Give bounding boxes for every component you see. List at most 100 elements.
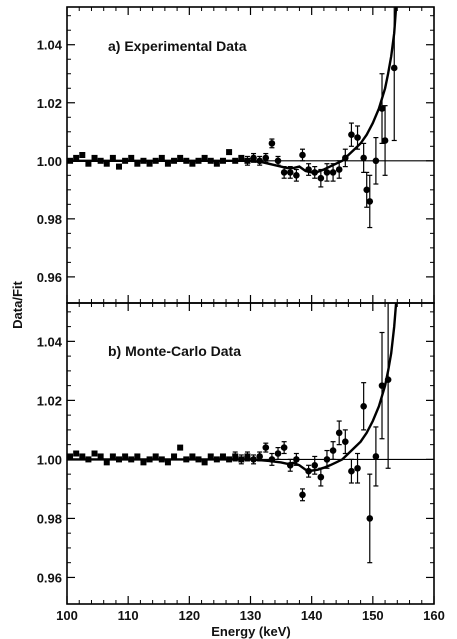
panel-a-data-point <box>390 64 398 72</box>
panel-b-data-point <box>250 456 257 463</box>
panel-a-data-point <box>323 169 331 176</box>
panel-a-data-point <box>177 154 184 161</box>
x-tick-label: 100 <box>56 608 78 623</box>
panel-b-data-point <box>171 453 178 460</box>
y-axis-title: Data/Fit <box>10 280 25 328</box>
panel-b-data-point <box>299 491 306 499</box>
panel-b-data-point <box>177 444 184 451</box>
panel-b-data-point <box>79 453 86 460</box>
panel-a-data-point <box>372 157 380 165</box>
panel-a-fit-curve <box>67 7 398 174</box>
panel-b-data-point <box>323 456 331 463</box>
panel-a-data-point <box>335 166 343 173</box>
panel-a-data-point <box>317 174 325 182</box>
panel-b-data-point <box>115 456 122 463</box>
panel-a-data-point <box>189 160 196 167</box>
panel-b-data-point <box>97 453 104 460</box>
panel-b-data-point <box>360 402 367 410</box>
panel-b-data-point <box>317 473 325 481</box>
panel-a-data-point <box>207 157 214 164</box>
panel-b-data-point <box>109 453 116 460</box>
panel-a-data-point <box>115 163 122 170</box>
panel-a-data-point <box>85 160 92 167</box>
x-tick-label: 120 <box>178 608 200 623</box>
panel-b-data-point <box>268 456 276 463</box>
panel-b-data-point <box>280 444 288 451</box>
panel-a-data-point <box>97 157 104 164</box>
panel-b-data-point <box>305 467 312 475</box>
panel-b-y-tick-label: 1.02 <box>37 393 62 408</box>
panel-b-data <box>67 303 434 564</box>
panel-a-data-point <box>311 169 319 176</box>
panel-b-data-point <box>384 376 392 384</box>
panel-a-data-point <box>286 169 294 176</box>
panel-b-data-point <box>164 459 171 466</box>
panel-a-y-tick-label: 1.04 <box>37 38 63 53</box>
panel-a-data-point <box>109 154 116 161</box>
panel-b-data-point <box>158 456 165 463</box>
panel-b-data-point <box>329 447 337 454</box>
panel-b-data-point <box>152 453 159 460</box>
panel-a: 0.96 0.98 1.00 1.02 1.04 <box>37 6 435 304</box>
panel-a-data-point <box>250 154 257 162</box>
panel-a-data-point <box>232 157 239 164</box>
panel-b-data-point <box>335 429 343 437</box>
panel-b-fit-curve <box>67 303 398 472</box>
panel-a-data-point <box>354 134 361 141</box>
panel-a-data-point <box>299 151 306 159</box>
panel-a-title: a) Experimental Data <box>108 38 247 54</box>
panel-a-data <box>67 7 434 229</box>
panel-b-data-point <box>286 462 294 469</box>
panel-a-data-point <box>140 157 147 164</box>
panel-a-data-point <box>128 154 135 161</box>
panel-b-data-point <box>134 453 141 460</box>
panel-b: 0.96 0.98 1.00 1.02 1.04 100 110 120 130 140 150 16… <box>37 302 445 623</box>
panel-b-title: b) Monte-Carlo Data <box>108 343 241 359</box>
panel-a-data-point <box>103 160 110 167</box>
panel-b-data-point <box>262 444 270 451</box>
panel-a-y-tick-label: 1.02 <box>37 96 62 111</box>
panel-b-data-point <box>219 453 226 460</box>
panel-b-data-point <box>293 456 300 463</box>
panel-a-data-point <box>360 154 367 162</box>
panel-a-data-point <box>73 154 80 161</box>
panel-a-data-point <box>226 149 233 156</box>
panel-a-data-point <box>342 154 349 162</box>
panel-a-data-point <box>378 105 386 112</box>
panel-a-data-point <box>256 157 263 165</box>
panel-b-data-point <box>140 459 147 466</box>
panel-a-data-point <box>201 154 208 161</box>
panel-a-data-point <box>213 160 220 167</box>
x-tick-label: 130 <box>240 608 262 623</box>
panel-a-data-point <box>219 157 226 164</box>
panel-b-data-point <box>103 459 110 466</box>
x-axis-title: Energy (keV) <box>211 624 290 639</box>
panel-b-data-point <box>232 453 239 460</box>
panel-a-data-point <box>134 160 141 167</box>
panel-b-data-point <box>348 467 355 475</box>
panel-a-data-point <box>122 157 129 164</box>
panel-b-data-point <box>274 450 282 457</box>
panel-a-data-point <box>195 157 202 164</box>
x-tick-label: 110 <box>118 608 139 623</box>
panel-a-data-point <box>305 166 312 173</box>
panel-a-data-point <box>158 154 165 161</box>
panel-b-data-point <box>207 453 214 460</box>
panel-a-data-point <box>280 169 288 176</box>
panel-a-data-point <box>152 157 159 164</box>
panel-a-data-point <box>146 160 153 167</box>
panel-b-data-point <box>183 456 190 463</box>
x-tick-label: 140 <box>301 608 323 623</box>
x-tick-label: 150 <box>362 608 384 623</box>
panel-b-data-point <box>378 382 386 389</box>
panel-a-data-point <box>244 157 251 164</box>
panel-a-data-point <box>268 140 276 147</box>
panel-b-data-point <box>244 453 251 460</box>
panel-a-y-tick-label: 1.00 <box>37 154 62 169</box>
panel-b-data-point <box>146 456 153 463</box>
panel-a-data-point <box>67 157 74 164</box>
panel-a-y-tick-label: 0.96 <box>37 270 62 285</box>
panel-a-data-point <box>381 137 389 144</box>
panel-b-y-tick-label: 1.04 <box>37 334 63 349</box>
panel-b-y-tick-label: 0.98 <box>37 511 62 526</box>
